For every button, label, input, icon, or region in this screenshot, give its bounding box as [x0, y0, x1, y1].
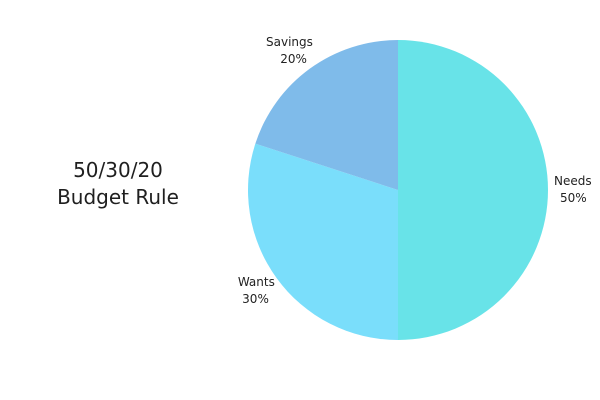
slice-value-wants: 30% [242, 292, 269, 306]
pie-slice-needs [398, 40, 548, 340]
slice-label-needs: Needs [554, 174, 592, 188]
chart-title-line-2: Budget Rule [57, 185, 179, 209]
slice-value-needs: 50% [560, 191, 587, 205]
slice-value-savings: 20% [280, 52, 307, 66]
slice-label-wants: Wants [238, 275, 275, 289]
pie-slice-wants [248, 143, 398, 340]
pie-slice-savings [255, 40, 398, 190]
chart-title-line-1: 50/30/20 [73, 158, 163, 182]
chart-title: 50/30/20 Budget Rule [0, 157, 236, 211]
slice-label-savings: Savings [266, 35, 313, 49]
